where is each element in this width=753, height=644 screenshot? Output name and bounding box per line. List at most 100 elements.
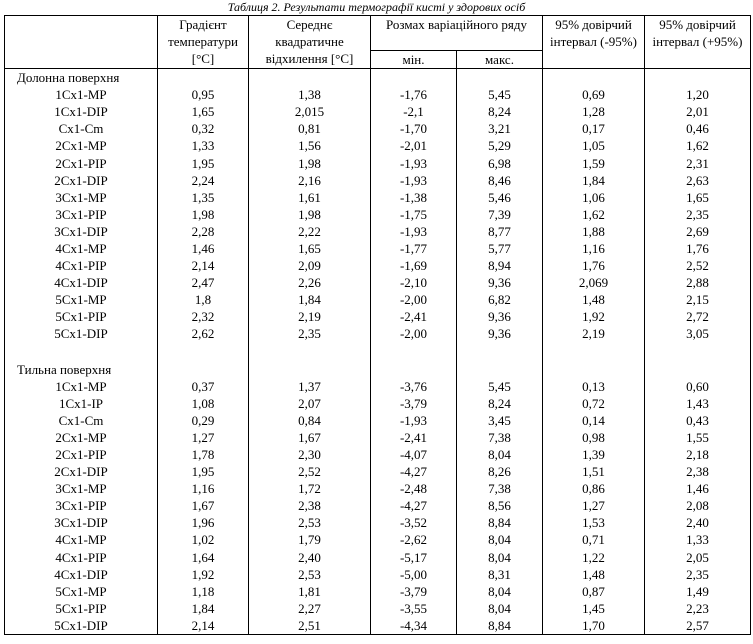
ci-low-cell: 1,84	[542, 171, 645, 189]
empty-cell	[456, 68, 543, 87]
range-min-cell: -5,00	[370, 565, 457, 583]
stdev-cell: 2,38	[248, 497, 371, 515]
gradient-cell: 1,95	[157, 463, 249, 481]
table-row: 4Cx1-DIP 1,92 2,53 -5,00 8,31 1,48 2,35	[4, 565, 751, 583]
ci-low-cell: 1,76	[542, 257, 645, 275]
ci-high-cell: 0,43	[644, 411, 751, 429]
stdev-cell: 2,015	[248, 103, 371, 121]
stdev-cell: 2,52	[248, 463, 371, 481]
gradient-cell: 2,14	[157, 257, 249, 275]
empty-cell	[370, 360, 457, 378]
ci-low-cell: 1,06	[542, 188, 645, 206]
gradient-cell: 1,64	[157, 548, 249, 566]
stdev-cell: 0,81	[248, 120, 371, 138]
ci-high-cell: 0,60	[644, 377, 751, 395]
range-header: Розмах варіаційного ряду	[370, 15, 543, 51]
ci-low-cell: 0,13	[542, 377, 645, 395]
ci-high-cell: 2,08	[644, 497, 751, 515]
range-min-cell: -4,34	[370, 616, 457, 635]
range-max-cell: 5,46	[456, 188, 543, 206]
ci-high-cell: 2,01	[644, 103, 751, 121]
stdev-cell: 2,07	[248, 394, 371, 412]
ci-high-cell: 1,76	[644, 239, 751, 258]
range-max-cell: 5,45	[456, 377, 543, 395]
range-max-cell: 7,38	[456, 480, 543, 498]
gradient-cell: 1,65	[157, 103, 249, 121]
stdev-header: Середнє квадратичне відхилення [°C]	[248, 15, 371, 69]
section-title: Тильна поверхня	[4, 360, 158, 378]
stub-header	[4, 15, 158, 69]
table-header: Градієнт температури [°C] Середнє квадра…	[4, 15, 751, 69]
empty-cell	[248, 68, 371, 87]
stdev-cell: 2,26	[248, 274, 371, 292]
range-min-cell: -1,75	[370, 205, 457, 223]
gradient-cell: 0,37	[157, 377, 249, 395]
row-label: 1Cx1-MP	[4, 377, 158, 395]
row-label: 3Cx1-PIP	[4, 205, 158, 223]
range-min-cell: -1,69	[370, 257, 457, 275]
stdev-cell: 0,84	[248, 411, 371, 429]
row-label: Cx1-Cm	[4, 411, 158, 429]
results-table: Градієнт температури [°C] Середнє квадра…	[4, 15, 751, 635]
range-min-cell: -4,27	[370, 497, 457, 515]
empty-cell	[542, 68, 645, 87]
ci-high-cell: 2,31	[644, 154, 751, 172]
table-row: 2Cx1-PIP 1,95 1,98 -1,93 6,98 1,59 2,31	[4, 154, 751, 172]
row-label: 1Cx1-DIP	[4, 103, 158, 121]
table-row: 4Cx1-DIP 2,47 2,26 -2,10 9,36 2,069 2,88	[4, 274, 751, 292]
stdev-cell: 2,53	[248, 514, 371, 532]
stdev-cell: 2,16	[248, 171, 371, 189]
range-max-cell: 5,29	[456, 137, 543, 155]
gradient-cell: 1,46	[157, 239, 249, 258]
empty-cell	[456, 342, 543, 361]
stdev-cell: 2,51	[248, 616, 371, 635]
range-max-cell: 8,04	[456, 548, 543, 566]
table-row: 5Cx1-MP 1,8 1,84 -2,00 6,82 1,48 2,15	[4, 291, 751, 309]
ci-high-cell: 2,69	[644, 222, 751, 240]
gradient-cell: 2,14	[157, 616, 249, 635]
ci-high-cell: 2,38	[644, 463, 751, 481]
stdev-cell: 2,35	[248, 325, 371, 343]
range-max-cell: 8,77	[456, 222, 543, 240]
ci-low-cell: 0,71	[542, 531, 645, 549]
row-label: 4Cx1-PIP	[4, 257, 158, 275]
range-min-cell: -1,76	[370, 86, 457, 104]
stdev-cell: 1,98	[248, 205, 371, 223]
gradient-cell: 0,32	[157, 120, 249, 138]
empty-cell	[157, 342, 249, 361]
gradient-cell: 0,29	[157, 411, 249, 429]
empty-cell	[248, 342, 371, 361]
range-max-cell: 8,04	[456, 531, 543, 549]
ci-low-cell: 1,48	[542, 291, 645, 309]
section-title-row: Долонна поверхня	[4, 68, 751, 87]
range-max-header: макс.	[456, 50, 543, 69]
row-label: 5Cx1-MP	[4, 291, 158, 309]
table-caption: Таблиця 2. Результати термографії кисті …	[227, 0, 526, 14]
ci-high-cell: 1,65	[644, 188, 751, 206]
table-row: 2Cx1-MP 1,27 1,67 -2,41 7,38 0,98 1,55	[4, 428, 751, 446]
range-min-cell: -2,48	[370, 480, 457, 498]
row-label: 1Cx1-IP	[4, 394, 158, 412]
table-row: 5Cx1-PIP 2,32 2,19 -2,41 9,36 1,92 2,72	[4, 308, 751, 326]
gradient-cell: 1,27	[157, 428, 249, 446]
ci-low-cell: 1,53	[542, 514, 645, 532]
gradient-cell: 1,95	[157, 154, 249, 172]
stdev-cell: 2,40	[248, 548, 371, 566]
row-label: 3Cx1-MP	[4, 188, 158, 206]
empty-cell	[542, 342, 645, 361]
range-min-cell: -2,00	[370, 291, 457, 309]
table-row: 3Cx1-PIP 1,98 1,98 -1,75 7,39 1,62 2,35	[4, 205, 751, 223]
range-min-cell: -1,93	[370, 154, 457, 172]
table-row: 4Cx1-MP 1,46 1,65 -1,77 5,77 1,16 1,76	[4, 239, 751, 258]
gradient-cell: 1,35	[157, 188, 249, 206]
row-label: 3Cx1-PIP	[4, 497, 158, 515]
stdev-cell: 1,98	[248, 154, 371, 172]
row-label: 1Cx1-MP	[4, 86, 158, 104]
range-max-cell: 9,36	[456, 308, 543, 326]
ci-high-cell: 0,46	[644, 120, 751, 138]
stdev-cell: 1,84	[248, 291, 371, 309]
range-max-cell: 7,38	[456, 428, 543, 446]
ci-low-cell: 0,69	[542, 86, 645, 104]
table-row: 3Cx1-PIP 1,67 2,38 -4,27 8,56 1,27 2,08	[4, 497, 751, 515]
row-label: 2Cx1-DIP	[4, 463, 158, 481]
